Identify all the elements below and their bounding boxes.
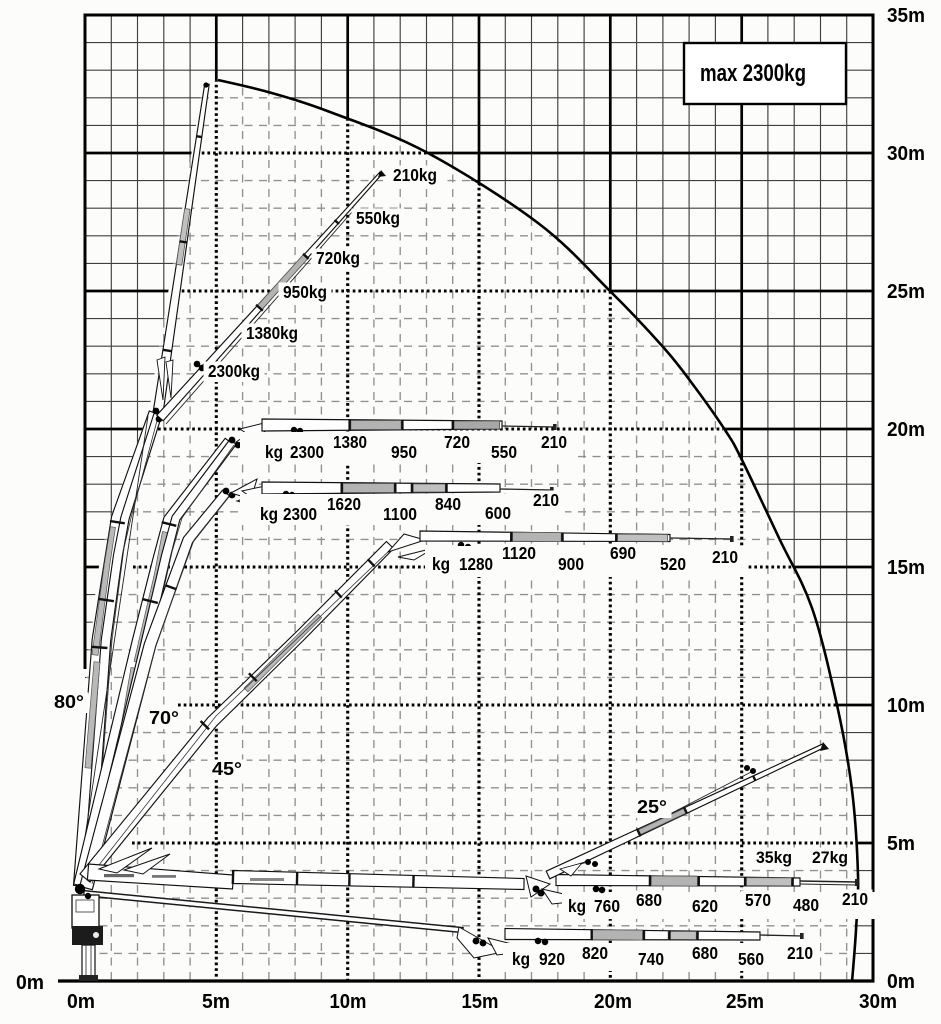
svg-text:720: 720 bbox=[444, 432, 470, 452]
svg-text:27kg: 27kg bbox=[812, 849, 848, 867]
svg-text:kg: kg bbox=[260, 504, 278, 524]
svg-text:kg: kg bbox=[265, 442, 283, 462]
svg-text:15m: 15m bbox=[887, 557, 925, 579]
svg-text:210: 210 bbox=[541, 432, 567, 452]
svg-text:80°: 80° bbox=[54, 692, 84, 712]
svg-text:2300: 2300 bbox=[283, 504, 317, 524]
svg-text:max 2300kg: max 2300kg bbox=[700, 60, 806, 87]
svg-text:1380: 1380 bbox=[333, 432, 367, 452]
svg-text:740: 740 bbox=[638, 949, 664, 969]
svg-text:210: 210 bbox=[533, 490, 559, 510]
svg-text:0m: 0m bbox=[887, 971, 915, 993]
svg-text:1100: 1100 bbox=[383, 504, 417, 524]
svg-text:840: 840 bbox=[435, 494, 461, 514]
svg-text:20m: 20m bbox=[594, 991, 632, 1013]
svg-text:1620: 1620 bbox=[327, 494, 361, 514]
svg-text:10m: 10m bbox=[887, 695, 925, 717]
svg-text:210: 210 bbox=[712, 547, 738, 567]
svg-text:550: 550 bbox=[491, 442, 517, 462]
svg-text:kg: kg bbox=[568, 896, 586, 916]
svg-text:20m: 20m bbox=[887, 419, 925, 441]
svg-text:35m: 35m bbox=[887, 5, 925, 27]
svg-text:35kg: 35kg bbox=[756, 849, 792, 867]
svg-text:690: 690 bbox=[610, 543, 636, 563]
svg-text:900: 900 bbox=[558, 554, 584, 574]
svg-text:480: 480 bbox=[793, 895, 819, 915]
svg-text:30m: 30m bbox=[887, 143, 925, 165]
svg-text:950: 950 bbox=[391, 442, 417, 462]
svg-text:520: 520 bbox=[660, 554, 686, 574]
svg-text:1280: 1280 bbox=[459, 554, 493, 574]
svg-text:680: 680 bbox=[692, 943, 718, 963]
svg-text:920: 920 bbox=[539, 949, 565, 969]
svg-text:620: 620 bbox=[692, 896, 718, 916]
svg-text:680: 680 bbox=[636, 890, 662, 910]
svg-text:kg: kg bbox=[432, 554, 450, 574]
svg-text:15m: 15m bbox=[462, 991, 499, 1013]
svg-text:720kg: 720kg bbox=[316, 248, 360, 268]
svg-text:2300: 2300 bbox=[290, 442, 324, 462]
svg-text:5m: 5m bbox=[202, 991, 230, 1013]
svg-text:760: 760 bbox=[594, 896, 620, 916]
svg-text:210: 210 bbox=[842, 889, 868, 909]
svg-text:kg: kg bbox=[512, 949, 530, 969]
svg-text:10m: 10m bbox=[330, 991, 367, 1013]
svg-text:210kg: 210kg bbox=[393, 165, 437, 185]
svg-text:0m: 0m bbox=[16, 972, 44, 994]
svg-text:560: 560 bbox=[738, 949, 764, 969]
svg-text:550kg: 550kg bbox=[356, 208, 400, 228]
svg-text:570: 570 bbox=[745, 890, 771, 910]
svg-text:950kg: 950kg bbox=[283, 282, 327, 302]
svg-text:1380kg: 1380kg bbox=[246, 323, 298, 343]
svg-text:820: 820 bbox=[582, 943, 608, 963]
svg-text:70°: 70° bbox=[149, 708, 179, 728]
svg-text:5m: 5m bbox=[887, 833, 915, 855]
svg-text:25°: 25° bbox=[637, 797, 667, 817]
svg-text:2300kg: 2300kg bbox=[208, 361, 260, 381]
svg-text:1120: 1120 bbox=[502, 543, 536, 563]
svg-text:210: 210 bbox=[787, 943, 813, 963]
svg-text:0m: 0m bbox=[67, 991, 95, 1013]
svg-text:25m: 25m bbox=[726, 991, 764, 1013]
svg-text:30m: 30m bbox=[859, 991, 897, 1013]
svg-text:45°: 45° bbox=[212, 759, 242, 779]
svg-text:600: 600 bbox=[485, 503, 511, 523]
svg-text:25m: 25m bbox=[887, 281, 925, 303]
